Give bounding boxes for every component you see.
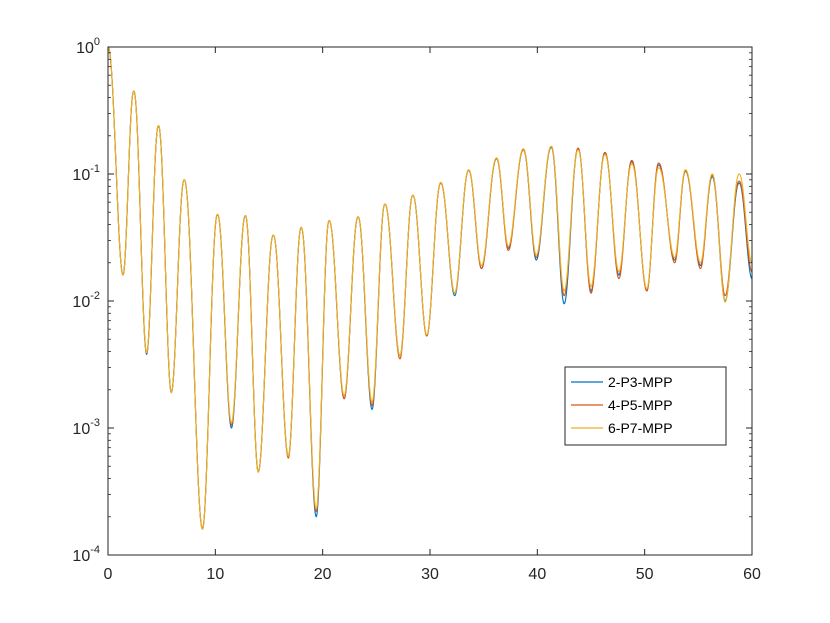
- y-tick-label: 100: [76, 36, 100, 57]
- x-tick-label: 60: [743, 566, 761, 583]
- x-tick-label: 50: [636, 566, 654, 583]
- series-line-6-p7-mpp: [108, 47, 752, 530]
- legend-label: 4-P5-MPP: [608, 397, 673, 413]
- legend-label: 2-P3-MPP: [608, 374, 673, 390]
- x-tick-label: 0: [104, 566, 113, 583]
- y-tick-label: 10-4: [72, 544, 100, 565]
- series-layer: [108, 47, 752, 530]
- y-tick-label: 10-1: [72, 163, 100, 184]
- legend-box: [564, 366, 727, 446]
- legend-label: 6-P7-MPP: [608, 420, 673, 436]
- legend: 2-P3-MPP 4-P5-MPP 6-P7-MPP: [564, 366, 727, 446]
- x-tick-label: 10: [206, 566, 224, 583]
- x-tick-label: 20: [314, 566, 332, 583]
- axes-layer: 0 10 20 30 40 50 60 10-4 10-3 10-2 10-1 100: [72, 36, 761, 583]
- x-tick-label: 30: [421, 566, 439, 583]
- y-tick-label: 10-2: [72, 290, 100, 311]
- x-tick-label: 40: [528, 566, 546, 583]
- plot-area: [108, 47, 752, 555]
- y-tick-label: 10-3: [72, 417, 100, 438]
